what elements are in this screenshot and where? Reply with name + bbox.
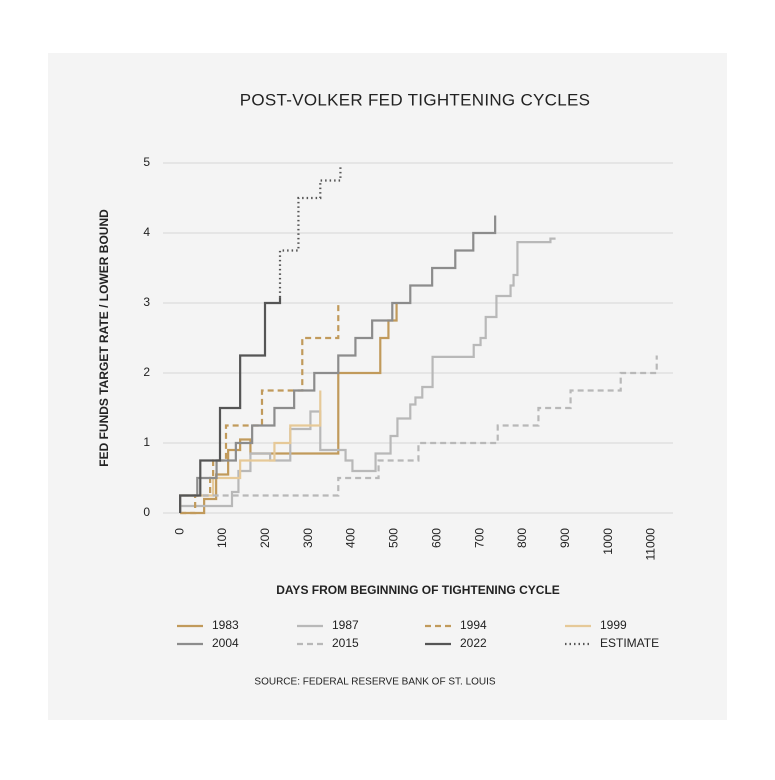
y-tick-label: 3 [143,295,150,309]
y-tick-label: 0 [143,505,150,519]
y-tick-label: 4 [143,225,150,239]
x-tick-label: 900 [558,528,572,548]
y-tick-label: 2 [143,365,150,379]
series-line [179,237,556,513]
series-line [278,166,342,298]
x-tick-label: 800 [515,528,529,548]
legend-label: 2004 [212,636,239,650]
x-tick-label: 500 [387,528,401,548]
x-tick-label: 100 [215,528,229,548]
legend-label: 2022 [460,636,487,650]
x-axis-label: DAYS FROM BEGINNING OF TIGHTENING CYCLE [276,583,560,597]
legend-label: 2015 [332,636,359,650]
x-tick-label: 0 [172,528,186,535]
legend-label: 1999 [600,618,627,632]
source: SOURCE: FEDERAL RESERVE BANK OF ST. LOUI… [254,677,496,688]
chart-title: POST-VOLKER FED TIGHTENING CYCLES [240,90,591,109]
series-line [179,297,282,513]
series-line [180,303,398,515]
legend-label: 1987 [332,618,359,632]
legend-label: ESTIMATE [600,636,659,650]
x-tick-label: 200 [258,528,272,548]
y-tick-label: 5 [143,155,150,169]
x-tick-label: 1000 [601,528,615,555]
y-tick-label: 1 [143,435,150,449]
panel [48,53,727,720]
legend-label: 1994 [460,618,487,632]
series-line [179,215,497,513]
x-tick-label: 11000 [644,528,658,561]
series-line [179,355,658,513]
y-axis-label: FED FUNDS TARGET RATE / LOWER BOUND [97,209,111,467]
x-tick-label: 600 [429,528,443,548]
legend-label: 1983 [212,618,239,632]
x-tick-label: 300 [301,528,315,548]
x-tick-label: 400 [344,528,358,548]
x-tick-label: 700 [472,528,486,548]
